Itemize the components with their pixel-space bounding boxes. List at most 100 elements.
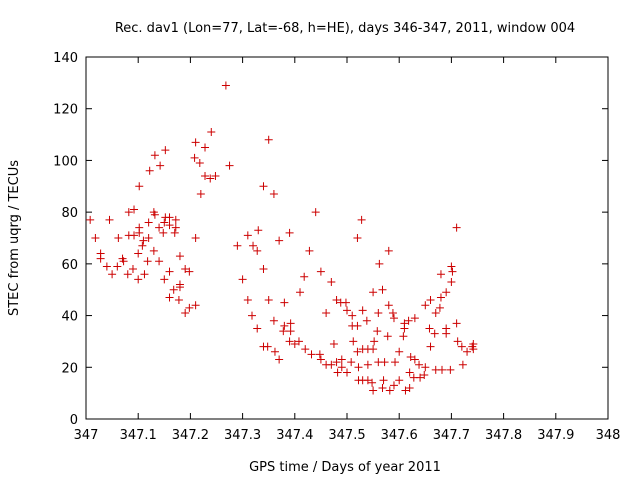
data-point	[404, 316, 413, 325]
data-point	[378, 285, 387, 294]
y-tick-label: 100	[53, 154, 78, 169]
data-point	[442, 288, 451, 297]
data-point	[447, 277, 456, 286]
data-point	[191, 138, 200, 147]
data-point	[150, 151, 159, 160]
data-point	[384, 301, 393, 310]
data-point	[225, 161, 234, 170]
data-point	[322, 308, 331, 317]
data-point	[150, 210, 159, 219]
data-point	[332, 358, 341, 367]
data-point	[145, 166, 154, 175]
data-point	[469, 345, 478, 354]
data-point	[426, 296, 435, 305]
data-point	[463, 347, 472, 356]
x-tick-label: 347.8	[485, 428, 522, 443]
y-tick-label: 0	[70, 413, 78, 428]
data-point	[169, 285, 178, 294]
data-point	[406, 352, 415, 361]
data-point	[165, 221, 174, 230]
data-point	[175, 280, 184, 289]
data-point	[134, 249, 143, 258]
data-point	[165, 267, 174, 276]
chart-title: Rec. dav1 (Lon=77, Lat=-68, h=HE), days …	[115, 21, 575, 36]
data-point	[405, 368, 414, 377]
data-point	[201, 143, 210, 152]
data-point	[279, 327, 288, 336]
data-point	[453, 337, 462, 346]
x-tick-label: 347.6	[381, 428, 418, 443]
data-point	[135, 223, 144, 232]
data-point	[113, 262, 122, 271]
data-point	[458, 360, 467, 369]
x-tick-label: 347.4	[276, 428, 313, 443]
data-point	[329, 340, 338, 349]
data-point	[369, 288, 378, 297]
data-point	[185, 267, 194, 276]
data-point	[160, 275, 169, 284]
data-point	[171, 223, 180, 232]
data-point	[341, 298, 350, 307]
data-point	[457, 342, 466, 351]
data-point	[363, 376, 372, 385]
data-point	[134, 275, 143, 284]
data-point	[264, 296, 273, 305]
data-point	[385, 386, 394, 395]
x-axis-tick-labels: 347 347.1 347.2 347.3 347.4 347.5 347.6 347.7 34…	[74, 428, 621, 443]
y-tick-label: 120	[53, 103, 78, 118]
x-tick-label: 347.9	[537, 428, 574, 443]
data-point	[343, 306, 351, 315]
y-tick-label: 140	[53, 51, 78, 66]
data-point	[353, 347, 362, 356]
data-point	[294, 337, 303, 346]
data-point	[425, 324, 434, 333]
data-point	[369, 345, 378, 354]
data-point	[436, 293, 445, 302]
data-point	[86, 215, 95, 224]
x-axis-label: GPS time / Days of year 2011	[249, 460, 441, 475]
data-point	[259, 265, 268, 274]
x-tick-label: 347.3	[224, 428, 261, 443]
x-tick-label: 347.7	[433, 428, 470, 443]
plot-area-frame	[85, 56, 609, 420]
data-point	[165, 213, 174, 222]
data-point	[332, 296, 341, 305]
data-point	[275, 236, 284, 245]
data-point	[263, 342, 272, 351]
data-point	[159, 228, 168, 237]
data-point	[207, 127, 216, 136]
data-point	[156, 161, 165, 170]
data-point	[119, 257, 128, 266]
data-point	[399, 332, 408, 341]
data-point	[316, 355, 325, 364]
data-point	[190, 153, 199, 162]
data-point	[139, 236, 148, 245]
data-point	[191, 301, 200, 310]
data-point	[305, 246, 314, 255]
data-point	[143, 257, 152, 266]
data-point	[436, 270, 445, 279]
data-point	[438, 365, 447, 374]
data-point	[144, 234, 153, 242]
y-tick-label: 40	[61, 310, 78, 325]
data-point	[247, 311, 256, 320]
data-point	[155, 257, 164, 266]
data-point	[161, 146, 170, 155]
data-points	[86, 81, 478, 395]
y-tick-label: 60	[61, 258, 78, 273]
data-point	[369, 386, 378, 395]
x-tick-label: 347.5	[328, 428, 365, 443]
data-point	[206, 174, 215, 183]
data-point	[348, 311, 357, 320]
data-point	[448, 267, 457, 276]
data-point	[138, 241, 147, 250]
y-tick-label: 80	[61, 206, 78, 221]
data-point	[327, 360, 336, 369]
data-point	[280, 321, 289, 330]
data-point	[391, 358, 400, 367]
data-point	[171, 215, 180, 224]
data-point	[380, 358, 389, 367]
data-point	[174, 296, 183, 305]
data-point	[447, 262, 456, 271]
data-point	[211, 171, 220, 180]
